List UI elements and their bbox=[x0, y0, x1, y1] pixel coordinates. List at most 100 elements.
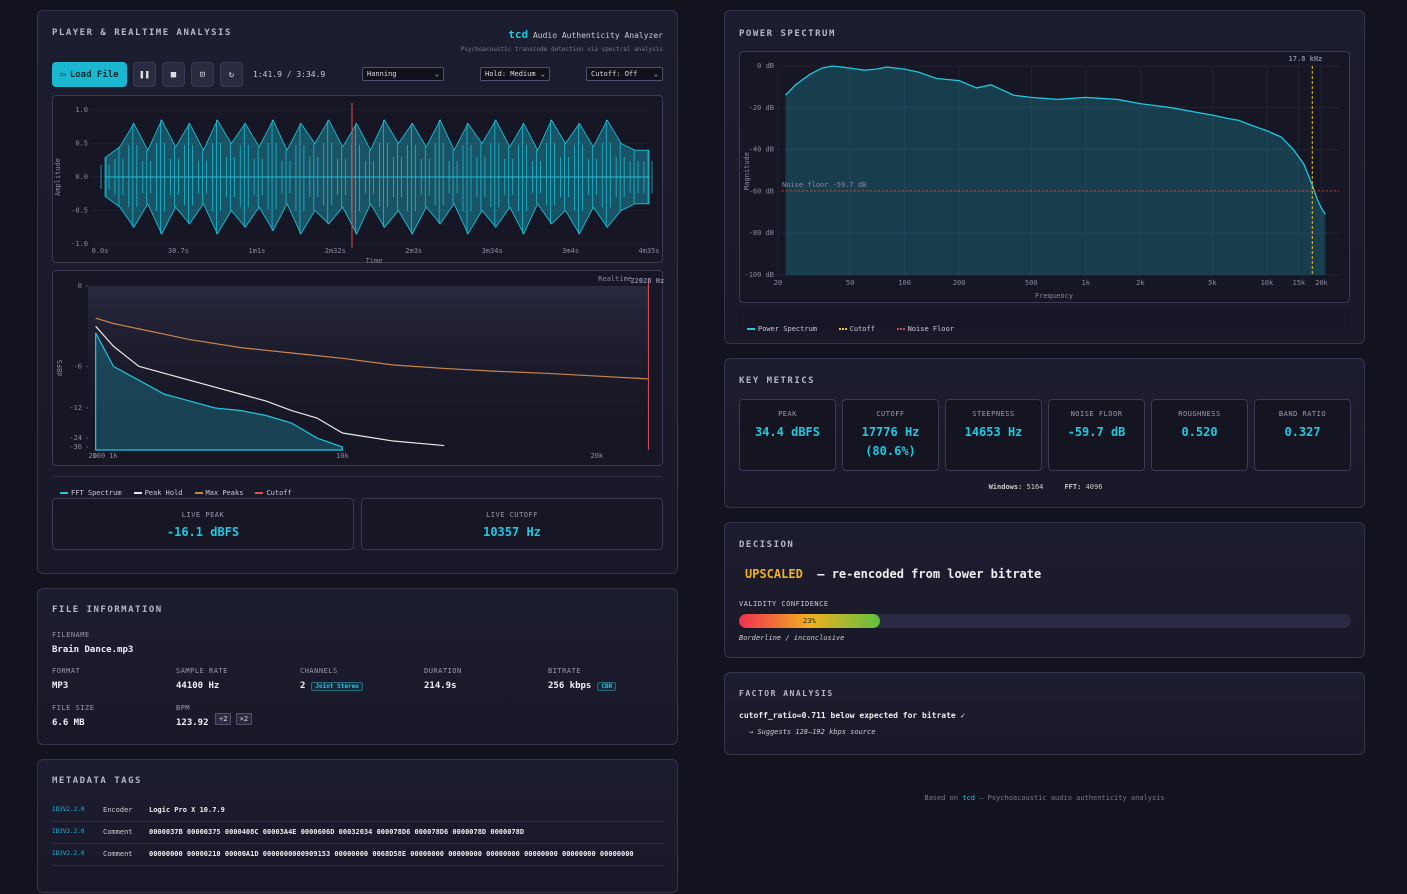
value-text: MP3 bbox=[52, 681, 69, 691]
footer-suffix: – Psychoacoustic audio authenticity anal… bbox=[979, 794, 1165, 802]
panel-title: METADATA TAGS bbox=[52, 776, 142, 786]
footer-prefix: Based on bbox=[924, 794, 959, 802]
y-tick-label: -24 bbox=[69, 434, 82, 442]
waveform-envelope bbox=[105, 176, 650, 235]
file-panel: FILE INFORMATION FILENAME Brain Dance.mp… bbox=[37, 588, 678, 745]
double-button[interactable]: ×2 bbox=[235, 713, 253, 725]
footer-link[interactable]: tcd bbox=[962, 794, 975, 802]
legend-label: FFT Spectrum bbox=[71, 489, 122, 497]
legend-item: Power Spectrum bbox=[747, 325, 817, 333]
loop-button[interactable]: ⊡ bbox=[191, 62, 214, 87]
spectrum-line bbox=[95, 332, 344, 451]
legend-item: Cutoff bbox=[838, 325, 875, 333]
x-tick-label: 500 bbox=[1025, 279, 1038, 287]
field-value: 2 Joint Stereo bbox=[300, 681, 363, 691]
power-box bbox=[739, 51, 1350, 303]
tag-key: Comment bbox=[103, 828, 133, 836]
waveform-envelope bbox=[105, 119, 650, 178]
tagline: Psychoacoustic transcode detection via s… bbox=[460, 46, 663, 53]
legend-label: Max Peaks bbox=[205, 489, 244, 497]
windows: 5164 bbox=[1026, 483, 1044, 491]
value-text: 256 kbps bbox=[548, 681, 592, 691]
legend-label: Noise Floor bbox=[907, 325, 954, 333]
x-tick-label: 3m4s bbox=[562, 247, 579, 255]
cutoff-select[interactable]: Cutoff: Off ⌄ bbox=[586, 67, 663, 81]
live-cutoff-label: LIVE CUTOFF bbox=[486, 511, 538, 519]
pause-button[interactable]: ❚❚ bbox=[133, 62, 156, 87]
decision-panel: DECISION UPSCALED – re-encoded from lowe… bbox=[724, 522, 1365, 658]
metric-label: BAND RATIO bbox=[1278, 410, 1327, 418]
legend-item: Max Peaks bbox=[194, 489, 244, 497]
brand-logo: tcd bbox=[508, 28, 529, 41]
field-value: 214.9s bbox=[424, 681, 457, 691]
metric-card: NOISE FLOOR -59.7 dB bbox=[1048, 399, 1145, 471]
metric-label: PEAK bbox=[778, 410, 797, 418]
metric-card: CUTOFF 17776 Hz (80.6%) bbox=[842, 399, 939, 471]
x-tick-label: 1m1s bbox=[248, 247, 265, 255]
tag-key: Encoder bbox=[103, 806, 133, 814]
brand-name: Audio Authenticity Analyzer bbox=[532, 31, 663, 40]
hold-select[interactable]: Hold: Medium ⌄ bbox=[480, 67, 550, 81]
meta-row: ID3V2.2.0 Encoder Logic Pro X 10.7.9 bbox=[52, 800, 664, 822]
y-axis-label: Magnitude bbox=[743, 152, 751, 190]
confidence-value: 23% bbox=[803, 617, 816, 625]
footer: Based on tcd – Psychoacoustic audio auth… bbox=[724, 794, 1365, 802]
field-label: CHANNELS bbox=[300, 667, 338, 675]
tag-value: 0000037B 00000375 0000408C 00003A4E 0000… bbox=[149, 828, 525, 836]
x-tick-label: 2m32s bbox=[325, 247, 346, 255]
x-tick-label: 20 bbox=[89, 452, 97, 460]
metadata-panel: METADATA TAGS ID3V2.2.0 Encoder Logic Pro … bbox=[37, 759, 678, 893]
x-tick-label: 100 bbox=[93, 452, 106, 460]
bpm-buttons: ÷2 ×2 bbox=[215, 713, 253, 725]
cutoff-label: 22028 Hz bbox=[630, 277, 664, 285]
reload-button[interactable]: ↻ bbox=[220, 62, 243, 87]
fft: 4096 bbox=[1085, 483, 1103, 491]
y-tick-label: 0 bbox=[78, 282, 82, 290]
legend-item: Noise Floor bbox=[896, 325, 954, 333]
load-button[interactable]: ▭ Load File bbox=[52, 62, 127, 87]
x-axis-label: Time bbox=[366, 257, 383, 265]
filename: Brain Dance.mp3 bbox=[52, 645, 134, 655]
x-tick-label: 200 bbox=[953, 279, 966, 287]
y-tick-label: -0.5 bbox=[71, 207, 88, 215]
value-text: 214.9s bbox=[424, 681, 457, 691]
confidence-label: VALIDITY CONFIDENCE bbox=[739, 600, 829, 608]
brand: tcd Audio Authenticity Analyzer bbox=[508, 28, 663, 41]
y-tick-label: -36 bbox=[69, 443, 82, 451]
x-tick-label: 2k bbox=[1136, 279, 1145, 287]
metric-value: 0.327 bbox=[1284, 425, 1321, 439]
stop-button[interactable]: ■ bbox=[162, 62, 185, 87]
tag-value: 00000000 00000210 00000A1D 0000000000909… bbox=[149, 850, 634, 858]
verdict: UPSCALED bbox=[745, 567, 803, 581]
window-select[interactable]: Hanning ⌄ bbox=[362, 67, 444, 81]
panel-title: FILE INFORMATION bbox=[52, 605, 163, 615]
field-value: 44100 Hz bbox=[176, 681, 219, 691]
metric-label: NOISE FLOOR bbox=[1070, 410, 1123, 418]
x-tick-label: 4m35s bbox=[638, 247, 659, 255]
field-value: MP3 bbox=[52, 681, 68, 691]
live-cutoff-value: 10357 Hz bbox=[483, 525, 541, 539]
x-tick-label: 15k bbox=[1292, 279, 1305, 287]
tag-value: Logic Pro X 10.7.9 bbox=[149, 806, 225, 814]
live-peak-value: -16.1 dBFS bbox=[166, 525, 240, 539]
x-tick-label: 1k bbox=[109, 452, 118, 460]
metric-card: ROUGHNESS 0.520 bbox=[1151, 399, 1248, 471]
spectrum-line bbox=[95, 317, 648, 380]
cutoff-label: 17.8 kHz bbox=[1289, 55, 1323, 63]
waveform-chart: 1.0 0.5 0.0 -0.5 -1.0 0.0s 30.7s 1m1s 2m32s 2m3s 3… bbox=[54, 103, 660, 265]
size-label: FILE SIZE bbox=[52, 704, 95, 712]
metric-value: 17776 Hz bbox=[861, 425, 920, 439]
waveform-box bbox=[52, 95, 663, 263]
meta-row: ID3V2.2.0 Comment 0000037B 00000375 000040… bbox=[52, 822, 664, 844]
x-tick-label: 1k bbox=[1082, 279, 1091, 287]
badge: CBR bbox=[597, 682, 617, 691]
x-tick-label: 20k bbox=[1315, 279, 1328, 287]
tag-key: Comment bbox=[103, 850, 133, 858]
x-tick-label: 0.0s bbox=[92, 247, 109, 255]
live-peak-label: LIVE PEAK bbox=[181, 511, 225, 519]
half-button[interactable]: ÷2 bbox=[215, 713, 232, 725]
field-label: FORMAT bbox=[52, 667, 81, 675]
legend-item: Cutoff bbox=[255, 489, 292, 497]
